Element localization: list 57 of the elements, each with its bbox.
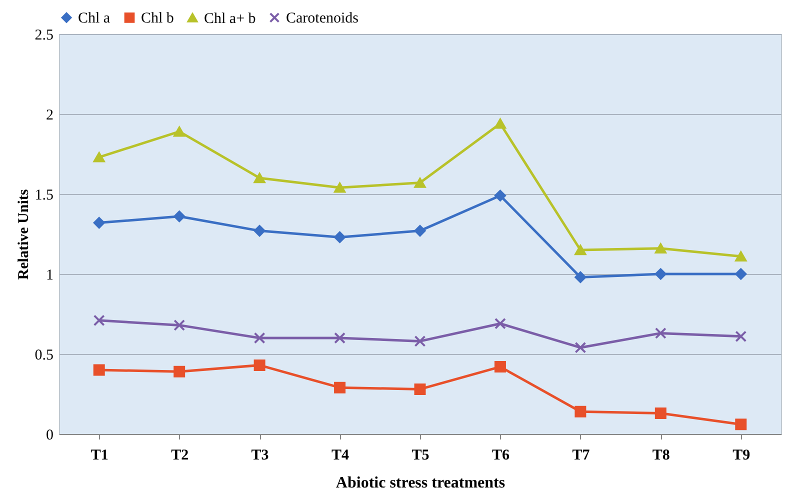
point — [654, 327, 666, 339]
y-tick-label: 0.5 — [34, 348, 54, 364]
point — [654, 243, 666, 254]
point — [494, 361, 506, 373]
y-tick-label: 0 — [46, 428, 54, 444]
point — [735, 268, 747, 280]
point — [574, 406, 586, 418]
x-tick-label: T8 — [652, 448, 670, 464]
point — [414, 335, 426, 347]
y-tick-label: 2 — [46, 108, 54, 124]
point — [654, 268, 666, 280]
point — [174, 126, 186, 137]
point — [334, 332, 346, 344]
point — [735, 418, 747, 430]
x-tick-label: T7 — [572, 448, 590, 464]
point — [654, 407, 666, 419]
y-axis-title: Relative Units — [16, 189, 32, 280]
point — [414, 225, 426, 237]
point — [93, 152, 105, 162]
point — [735, 251, 747, 262]
x-tick-label: T2 — [171, 448, 189, 464]
point — [254, 359, 266, 371]
x-axis-title: Abiotic stress treatments — [336, 474, 506, 492]
point — [414, 178, 426, 188]
x-tick-label: T3 — [251, 448, 269, 464]
point — [254, 225, 266, 237]
legend-label: Chl a+ b — [204, 10, 256, 27]
point — [93, 314, 105, 326]
x-tick-label: T5 — [412, 448, 430, 464]
point — [334, 231, 346, 243]
legend-label: Chl b — [141, 10, 174, 27]
x-tick-label: T1 — [90, 448, 108, 464]
point — [174, 210, 186, 222]
point — [574, 271, 586, 283]
point — [254, 172, 266, 184]
y-tick-label: 2.5 — [34, 28, 54, 44]
x-tick-label: T6 — [492, 448, 510, 464]
point — [574, 342, 586, 354]
legend-label: Chl a — [78, 10, 110, 27]
point — [334, 182, 346, 193]
point — [93, 217, 105, 229]
point — [494, 190, 506, 202]
point — [334, 382, 346, 394]
x-tick-label: T9 — [732, 448, 750, 464]
point — [494, 318, 506, 330]
y-tick-label: 1.5 — [34, 188, 54, 204]
point — [254, 332, 266, 344]
x-tick-label: T4 — [332, 448, 350, 464]
y-tick-label: 1 — [46, 268, 54, 284]
point — [174, 319, 186, 331]
point — [414, 383, 426, 395]
legend-label: Carotenoids — [286, 10, 359, 27]
point — [174, 366, 186, 378]
point — [735, 330, 747, 342]
point — [494, 118, 506, 129]
point — [574, 244, 586, 256]
point — [93, 364, 105, 376]
